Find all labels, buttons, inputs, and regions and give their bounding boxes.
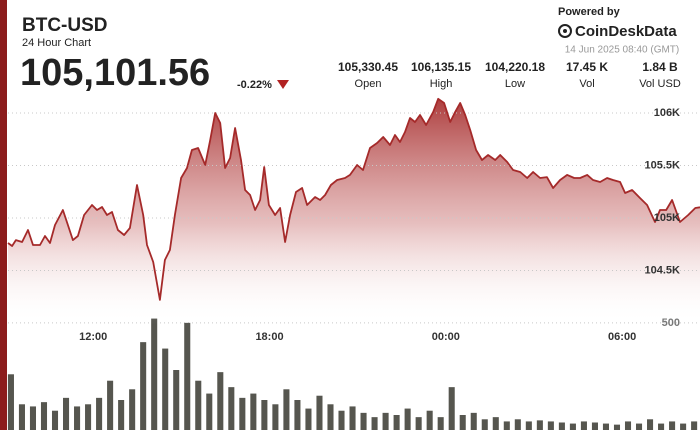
volume-bar <box>173 370 180 430</box>
volume-bar <box>261 400 268 430</box>
volume-bar <box>492 417 499 430</box>
volume-bar <box>691 421 698 430</box>
price-line <box>7 97 700 301</box>
volume-bar <box>580 421 587 430</box>
volume-bar <box>382 412 389 430</box>
volume-bar <box>525 421 532 430</box>
volume-bar <box>349 406 356 430</box>
volume-bar <box>591 422 598 430</box>
volume-bar <box>239 397 246 430</box>
price: 105,101.56 <box>20 52 210 94</box>
volume-bar <box>569 423 576 430</box>
volume-bar <box>624 421 632 430</box>
volume-bar <box>393 415 400 430</box>
volume-bar <box>140 342 147 430</box>
accent-strip <box>0 0 7 430</box>
volume-bar <box>459 415 466 430</box>
volume-bar <box>536 420 543 430</box>
volume-bar <box>514 419 521 430</box>
volume-bar <box>426 410 433 430</box>
volume-bar <box>206 393 213 430</box>
x-tick-label: 12:00 <box>79 331 107 343</box>
volume-bar <box>294 400 301 430</box>
volume-bar <box>85 404 92 430</box>
brand: CoinDeskData <box>575 23 677 40</box>
volume-bar <box>228 387 235 430</box>
volume-bar <box>635 423 643 430</box>
volume-bar <box>558 422 565 430</box>
volume-bar <box>647 419 654 430</box>
volume-bar <box>437 417 444 430</box>
x-tick-label: 18:00 <box>255 331 283 343</box>
stat-value: 17.45 K <box>566 60 608 74</box>
volume-bar <box>7 374 14 430</box>
volume-bar <box>470 412 477 430</box>
volume-bar <box>360 412 367 430</box>
volume-bar <box>29 406 37 430</box>
volume-bar <box>18 404 25 430</box>
price-area <box>8 98 700 330</box>
volume-bar <box>658 423 665 430</box>
x-tick-label: 00:00 <box>432 331 460 343</box>
stat-label: High <box>430 78 453 90</box>
stat-value: 105,330.45 <box>338 60 398 74</box>
stat-value: 1.84 B <box>642 60 678 74</box>
stat-label: Open <box>355 78 382 90</box>
volume-bar <box>283 389 290 430</box>
volume-bar <box>74 406 81 430</box>
volume-bar <box>404 408 411 430</box>
x-tick-label: 06:00 <box>608 331 636 343</box>
volume-bar <box>415 417 422 430</box>
volume-bar <box>184 322 191 430</box>
volume-bar <box>338 410 345 430</box>
stat-value: 106,135.15 <box>411 60 471 74</box>
volume-bar <box>327 404 334 430</box>
volume-bar <box>503 421 510 430</box>
volume-bar <box>217 372 224 430</box>
volume-bar <box>371 417 378 430</box>
volume-bar <box>40 402 48 430</box>
volume-bar <box>107 380 114 430</box>
volume-bar <box>305 408 312 430</box>
stat-label: Vol <box>579 78 594 90</box>
y-tick-label: 105.5K <box>645 159 681 171</box>
volume-bar <box>151 318 158 430</box>
volume-bar <box>63 397 70 430</box>
volume-bar <box>602 423 610 430</box>
y-tick-label: 106K <box>654 107 680 119</box>
timestamp: 14 Jun 2025 08:40 (GMT) <box>565 45 680 56</box>
stats: 105,330.45 Open 106,135.15 High 104,220.18 Lo… <box>338 60 681 90</box>
stat-label: Low <box>505 78 525 90</box>
volume-bar <box>129 389 136 430</box>
subtitle: 24 Hour Chart <box>22 37 91 49</box>
stat-value: 104,220.18 <box>485 60 545 74</box>
volume-bar <box>613 424 621 430</box>
volume-bar <box>547 421 554 430</box>
volume-bar <box>118 400 125 430</box>
volume-bar <box>195 380 202 430</box>
volume-bar <box>272 404 279 430</box>
y-tick-label: 104.5K <box>645 264 681 276</box>
y-tick-label: 105K <box>654 212 680 224</box>
volume-bar <box>316 395 323 430</box>
volume-bar <box>51 410 59 430</box>
stat-label: Vol USD <box>639 78 681 90</box>
down-arrow <box>277 80 289 89</box>
powered-by: Powered by <box>558 6 621 18</box>
volume-bar <box>448 387 455 430</box>
brand-icon-dot <box>563 29 567 33</box>
plot-area: 500104.5K105K105.5K106K12:0018:0000:0006… <box>7 97 700 430</box>
volume-bar <box>250 393 257 430</box>
brand-icon <box>558 24 572 38</box>
change: -0.22% <box>237 79 272 91</box>
symbol: BTC-USD <box>22 15 108 36</box>
volume-bar <box>680 423 687 430</box>
volume-bar <box>162 348 169 430</box>
volume-bar <box>481 419 488 430</box>
volume-bar <box>669 421 676 430</box>
volume-bar <box>96 397 103 430</box>
